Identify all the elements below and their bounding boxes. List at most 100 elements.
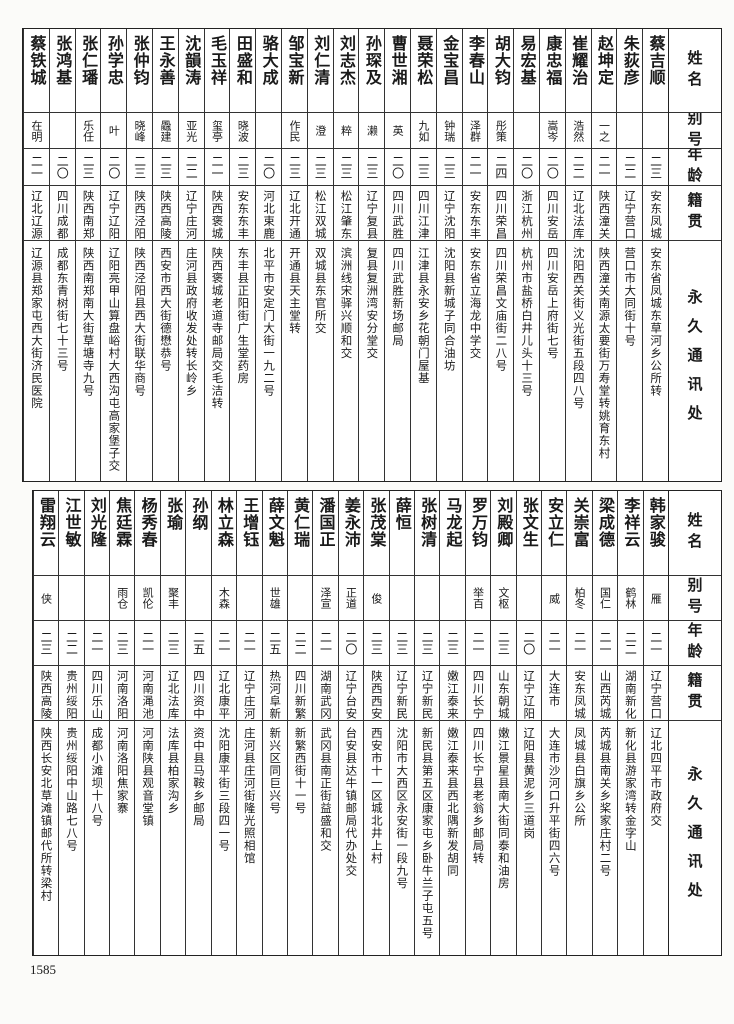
alias-cell: 在明 — [24, 113, 49, 149]
address-cell: 四川安岳上府街七号 — [540, 241, 565, 481]
alias-text: 浩然 — [571, 119, 585, 142]
native-cell: 辽宁新民 — [389, 666, 414, 721]
header-age: 年龄 — [669, 621, 721, 666]
age-cell: 二〇 — [540, 149, 565, 186]
address-cell: 营口市大同街十号 — [617, 241, 642, 481]
alias-text: 聚丰 — [166, 587, 180, 609]
native-cell: 山东朝城 — [491, 666, 516, 721]
age-cell: 二一 — [84, 621, 110, 666]
age-cell: 二〇 — [514, 149, 540, 186]
address-text: 大连市沙河口升平街四六号 — [547, 727, 562, 877]
name-cell: 沈韻涛 — [178, 29, 204, 113]
header-address: 永久通讯处 — [669, 241, 721, 481]
native-text: 山西芮城 — [598, 670, 613, 720]
age-text: 二一 — [597, 631, 612, 655]
alias-cell: 叶 — [101, 113, 127, 149]
address-text: 资中县马鞍乡邮局 — [191, 727, 206, 827]
age-text: 二一 — [468, 155, 483, 179]
name-text: 薛恒 — [392, 497, 412, 531]
address-cell: 滨洲线宋驿兴顺和交 — [334, 241, 359, 481]
age-cell: 二三 — [411, 149, 436, 186]
address-cell: 新兴区同巨兴号 — [263, 721, 287, 955]
native-cell: 陕西高陵 — [153, 186, 178, 241]
address-text: 凤城县白旗乡公所 — [573, 727, 588, 827]
native-text: 松江肇东 — [339, 190, 354, 240]
age-cell: 二一 — [643, 621, 668, 666]
address-cell: 辽北四平市政府交 — [644, 721, 668, 955]
native-cell: 河北束鹿 — [256, 186, 282, 241]
age-text: 二〇 — [343, 631, 358, 655]
address-text: 四川长宁县老翁乡邮局转 — [471, 727, 486, 865]
alias-cell: 晓波 — [230, 113, 256, 149]
name-cell: 李春山 — [462, 29, 488, 113]
alias-text: 叶 — [107, 125, 121, 136]
native-cell: 陕西泾阳 — [127, 186, 153, 241]
name-text: 骆大成 — [259, 35, 279, 86]
age-text: 二三 — [166, 631, 181, 655]
name-cell: 田盛和 — [230, 29, 256, 113]
age-cell: 二四 — [488, 149, 514, 186]
native-cell: 辽宁辽阳 — [101, 186, 127, 241]
name-cell: 雷翔云 — [33, 491, 59, 576]
alias-cell: 泽宣 — [313, 576, 338, 621]
address-text: 江津县永安乡花朝门屋基 — [416, 247, 431, 385]
address-text: 双城县东官所交 — [313, 247, 328, 335]
address-cell: 芮城县南关乡桨家庄村二号 — [593, 721, 617, 955]
age-cell: 二二 — [565, 149, 591, 186]
header-label: 年龄 — [685, 149, 704, 186]
name-text: 刘仁清 — [311, 35, 331, 86]
address-text: 新民县第五区康家屯乡卧牛兰子屯五号 — [420, 727, 435, 940]
age-cell: 二一 — [541, 621, 567, 666]
person-record: 王永善 飍建 二三 陕西高陵 西安市西大街德懋恭号 — [152, 29, 178, 481]
page-number: 1585 — [30, 962, 56, 977]
header-name: 姓名 — [669, 491, 721, 576]
name-text: 林立森 — [214, 497, 234, 548]
native-text: 安东凤城 — [649, 190, 664, 240]
alias-cell: 威 — [541, 576, 567, 621]
name-text: 梁成德 — [595, 497, 615, 548]
name-cell: 赵坤定 — [591, 29, 617, 113]
alias-cell: 英 — [385, 113, 411, 149]
native-cell: 辽北法库 — [160, 666, 186, 721]
name-cell: 林立森 — [211, 491, 237, 576]
age-text: 二三 — [313, 155, 328, 179]
address-cell: 新化县游家湾转金字山 — [618, 721, 642, 955]
person-record: 孙学忠叶二〇 辽宁辽阳 辽阳亮甲山算盘峪村大西沟屯高家堡子交 — [100, 29, 127, 481]
age-cell: 二三 — [160, 621, 186, 666]
name-text: 张仲钧 — [130, 35, 150, 86]
alias-text: 英 — [391, 125, 405, 136]
name-text: 潘国正 — [316, 497, 336, 548]
name-cell: 张瑜 — [160, 491, 186, 576]
native-text: 贵州绥阳 — [64, 670, 79, 720]
alias-cell: 凯伦 — [135, 576, 160, 621]
address-text: 陕西潼关南源太要街万寿堂转姚育东村 — [597, 247, 612, 460]
native-cell: 辽北辽源 — [24, 186, 49, 241]
alias-cell: 晓峰 — [127, 113, 153, 149]
address-text: 开通县天主堂转 — [287, 247, 302, 335]
alias-cell: 雨仓 — [110, 576, 135, 621]
address-text: 四川荣昌文庙街二八号 — [494, 247, 509, 372]
address-cell: 新民县第五区康家屯乡卧牛兰子屯五号 — [415, 721, 439, 955]
person-record: 孙琛及濑二三 辽宁复县 复县复洲湾安分堂交 — [358, 29, 385, 481]
alias-cell: 飍建 — [153, 113, 178, 149]
age-text: 二三 — [369, 631, 384, 655]
native-text: 陕西高陵 — [39, 670, 54, 720]
name-cell: 梁成德 — [592, 491, 618, 576]
person-record: 崔耀治 浩然 二二 辽北法库 沈阳西关街义光街五段四八号 — [564, 29, 591, 481]
native-cell: 四川安岳 — [540, 186, 565, 241]
native-cell: 嫩江泰来 — [440, 666, 465, 721]
name-text: 王增钰 — [240, 497, 260, 548]
name-text: 张瑜 — [164, 497, 184, 531]
alias-text: 作民 — [287, 119, 301, 142]
native-text: 四川武胜 — [391, 190, 406, 240]
address-text: 四川武胜新场邮局 — [391, 247, 406, 347]
name-cell: 王增钰 — [237, 491, 262, 576]
alias-cell: 泽群 — [462, 113, 488, 149]
person-record: 毛玉祥 玺亭 二一 陕西褒城 陕西褒城老道寺邮局交毛洁转 — [203, 29, 230, 481]
alias-text: 文枢 — [496, 587, 510, 609]
native-text: 湖南新化 — [623, 670, 638, 720]
alias-cell — [617, 113, 643, 149]
alias-cell: 玺亭 — [204, 113, 230, 149]
name-text: 姜永沛 — [341, 497, 361, 548]
address-text: 陕西泾阳县西大街联华商号 — [133, 247, 148, 397]
